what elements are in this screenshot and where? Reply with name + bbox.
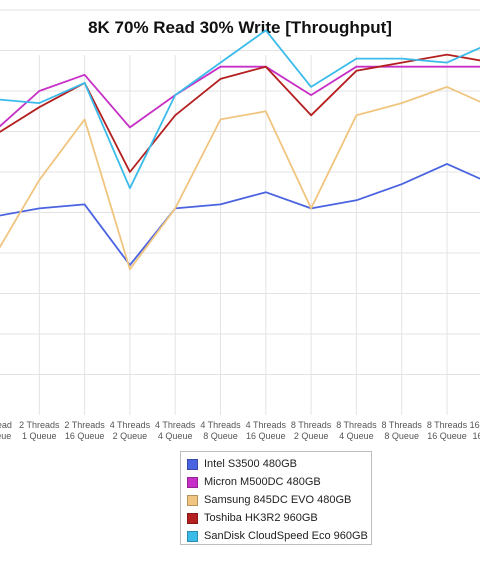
legend-item: Samsung 845DC EVO 480GB bbox=[187, 491, 371, 509]
x-tick-label: 8 Threads bbox=[427, 420, 468, 430]
x-tick-label: 16 Queue bbox=[427, 431, 467, 441]
x-tick-label: 2 Threads bbox=[19, 420, 60, 430]
x-tick-label: 16 Queue bbox=[473, 431, 480, 441]
legend-swatch bbox=[187, 458, 198, 470]
x-tick-label: 8 Threads bbox=[382, 420, 423, 430]
legend-swatch bbox=[187, 494, 198, 506]
legend-label: Intel S3500 480GB bbox=[204, 458, 297, 470]
x-tick-label: 4 Threads bbox=[200, 420, 241, 430]
x-tick-label: 8 Queue bbox=[203, 431, 238, 441]
series-line-2 bbox=[0, 86, 480, 271]
legend-swatch bbox=[187, 512, 198, 524]
legend-label: Toshiba HK3R2 960GB bbox=[204, 512, 318, 524]
x-tick-label: 8 Queue bbox=[384, 431, 419, 441]
series-line-4 bbox=[0, 29, 480, 190]
x-tick-label: 4 Threads bbox=[155, 420, 196, 430]
x-tick-label: 4 Threads bbox=[110, 420, 151, 430]
legend-item: Intel S3500 480GB bbox=[187, 455, 371, 473]
series-line-3 bbox=[0, 53, 480, 173]
x-tick-label: 4 Queue bbox=[158, 431, 193, 441]
legend: Intel S3500 480GB Micron M500DC 480GB Sams… bbox=[180, 451, 372, 545]
x-tick-label: 1 Queue bbox=[0, 431, 11, 441]
gridlines bbox=[0, 9, 480, 415]
x-tick-label: 16 Queue bbox=[65, 431, 105, 441]
series-line-0 bbox=[0, 162, 480, 267]
series-lines bbox=[0, 29, 480, 271]
legend-item: Micron M500DC 480GB bbox=[187, 473, 371, 491]
legend-swatch bbox=[187, 530, 198, 542]
x-tick-label: 16 Threads bbox=[470, 420, 480, 430]
legend-item: Toshiba HK3R2 960GB bbox=[187, 509, 371, 527]
x-tick-label: 2 Queue bbox=[294, 431, 329, 441]
x-tick-label: 8 Threads bbox=[336, 420, 377, 430]
legend-item: SanDisk CloudSpeed Eco 960GB bbox=[187, 527, 371, 545]
chart-title: 8K 70% Read 30% Write [Throughput] bbox=[88, 18, 392, 37]
x-tick-label: 2 Threads bbox=[64, 420, 105, 430]
legend-swatch bbox=[187, 476, 198, 488]
x-tick-label: 8 Threads bbox=[291, 420, 332, 430]
x-tick-label: 2 Queue bbox=[113, 431, 148, 441]
legend-label: Micron M500DC 480GB bbox=[204, 476, 321, 488]
legend-label: SanDisk CloudSpeed Eco 960GB bbox=[204, 530, 368, 542]
legend-label: Samsung 845DC EVO 480GB bbox=[204, 494, 352, 506]
series-line-1 bbox=[0, 65, 480, 129]
x-tick-label: 16 Queue bbox=[246, 431, 286, 441]
x-tick-label: 1 Queue bbox=[22, 431, 57, 441]
x-tick-label: 4 Queue bbox=[339, 431, 374, 441]
x-tick-label: 4 Threads bbox=[246, 420, 287, 430]
x-tick-label: 1 Thread bbox=[0, 420, 12, 430]
